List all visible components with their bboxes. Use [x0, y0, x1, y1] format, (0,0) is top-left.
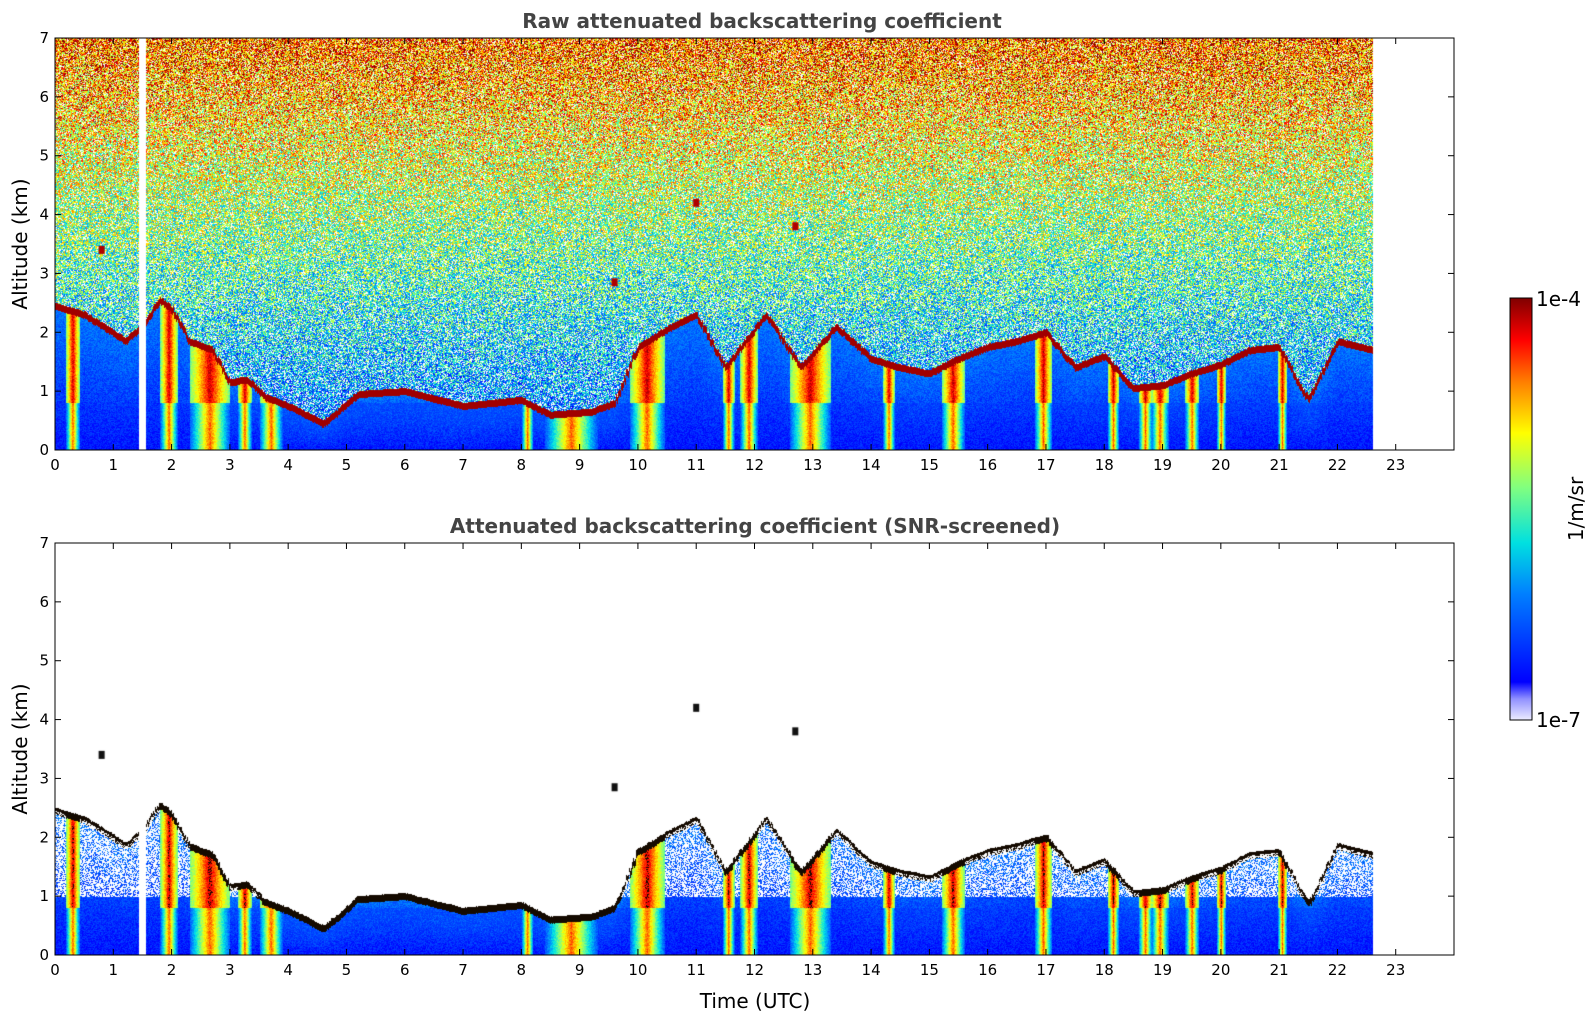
- colorbar-gradient: [1509, 297, 1533, 721]
- y-tick-label: 6: [39, 593, 49, 611]
- x-tick-label: 22: [1328, 961, 1347, 979]
- x-tick-label: 16: [978, 961, 997, 979]
- x-tick-label: 12: [745, 456, 764, 474]
- x-tick-label: 5: [342, 456, 352, 474]
- x-tick-label: 10: [628, 456, 647, 474]
- panel-raw: Raw attenuated backscattering coefficien…: [8, 9, 1455, 474]
- x-tick-label: 22: [1328, 456, 1347, 474]
- x-tick-label: 23: [1386, 961, 1405, 979]
- x-tick-label: 16: [978, 456, 997, 474]
- y-tick-label: 4: [39, 206, 49, 224]
- y-tick-label: 2: [39, 323, 49, 341]
- x-tick-label: 9: [575, 961, 585, 979]
- colorbar-label: 1/m/sr: [1564, 476, 1588, 541]
- x-tick-label: 20: [1211, 961, 1230, 979]
- x-tick-label: 11: [687, 961, 706, 979]
- y-tick-label: 0: [39, 441, 49, 459]
- x-tick-label: 17: [1036, 456, 1055, 474]
- x-tick-label: 17: [1036, 961, 1055, 979]
- y-tick-label: 7: [39, 534, 49, 552]
- x-tick-label: 1: [109, 961, 119, 979]
- x-tick-label: 21: [1270, 456, 1289, 474]
- x-tick-label: 14: [862, 456, 881, 474]
- x-tick-label: 18: [1095, 456, 1114, 474]
- colorbar-min-label: 1e-7: [1536, 708, 1581, 732]
- x-tick-label: 5: [342, 961, 352, 979]
- x-tick-label: 3: [225, 456, 235, 474]
- x-tick-label: 18: [1095, 961, 1114, 979]
- x-tick-label: 21: [1270, 961, 1289, 979]
- x-tick-label: 23: [1386, 456, 1405, 474]
- y-tick-label: 0: [39, 946, 49, 964]
- x-tick-label: 15: [920, 961, 939, 979]
- x-tick-label: 13: [803, 961, 822, 979]
- colorbar: 1e-4 1e-7 1/m/sr: [1509, 287, 1588, 732]
- x-tick-label: 15: [920, 456, 939, 474]
- panel-screened-heatmap: [55, 543, 1454, 955]
- x-tick-label: 0: [50, 961, 60, 979]
- panel-raw-ylabel: Altitude (km): [8, 178, 32, 309]
- colorbar-max-label: 1e-4: [1536, 287, 1581, 311]
- y-tick-label: 2: [39, 828, 49, 846]
- x-tick-label: 20: [1211, 456, 1230, 474]
- x-tick-label: 8: [517, 961, 527, 979]
- x-tick-label: 4: [283, 961, 293, 979]
- panel-screened: Attenuated backscattering coefficient (S…: [8, 514, 1455, 1013]
- x-tick-label: 14: [862, 961, 881, 979]
- x-tick-label: 7: [458, 961, 468, 979]
- panel-screened-axes: 0 1 2 3 4 5 6 7 8 9 10 11 12 13 14 15 16 17 18 19 20 21 22 2301…: [39, 534, 1454, 979]
- y-tick-label: 3: [39, 264, 49, 282]
- x-tick-label: 6: [400, 961, 410, 979]
- panel-screened-title: Attenuated backscattering coefficient (S…: [450, 514, 1060, 538]
- x-tick-label: 19: [1153, 456, 1172, 474]
- panel-screened-ylabel: Altitude (km): [8, 683, 32, 814]
- panel-screened-xlabel: Time (UTC): [699, 989, 811, 1013]
- x-tick-label: 12: [745, 961, 764, 979]
- y-tick-label: 1: [39, 887, 49, 905]
- x-tick-label: 3: [225, 961, 235, 979]
- panel-raw-title: Raw attenuated backscattering coefficien…: [522, 9, 1002, 33]
- x-tick-label: 2: [167, 456, 177, 474]
- x-tick-label: 7: [458, 456, 468, 474]
- x-tick-label: 11: [687, 456, 706, 474]
- x-tick-label: 0: [50, 456, 60, 474]
- y-tick-label: 4: [39, 711, 49, 729]
- panel-raw-heatmap: [55, 38, 1454, 450]
- x-tick-label: 1: [109, 456, 119, 474]
- panel-raw-axes: 0 1 2 3 4 5 6 7 8 9 10 11 12 13 14 15 16 17 18 19 20 21 22 2301…: [39, 29, 1454, 474]
- x-tick-label: 4: [283, 456, 293, 474]
- y-tick-label: 7: [39, 29, 49, 47]
- y-tick-label: 3: [39, 769, 49, 787]
- x-tick-label: 13: [803, 456, 822, 474]
- x-tick-label: 2: [167, 961, 177, 979]
- x-tick-label: 8: [517, 456, 527, 474]
- y-tick-label: 5: [39, 147, 49, 165]
- y-tick-label: 5: [39, 652, 49, 670]
- x-tick-label: 19: [1153, 961, 1172, 979]
- y-tick-label: 1: [39, 382, 49, 400]
- x-tick-label: 10: [628, 961, 647, 979]
- x-tick-label: 9: [575, 456, 585, 474]
- x-tick-label: 6: [400, 456, 410, 474]
- y-tick-label: 6: [39, 88, 49, 106]
